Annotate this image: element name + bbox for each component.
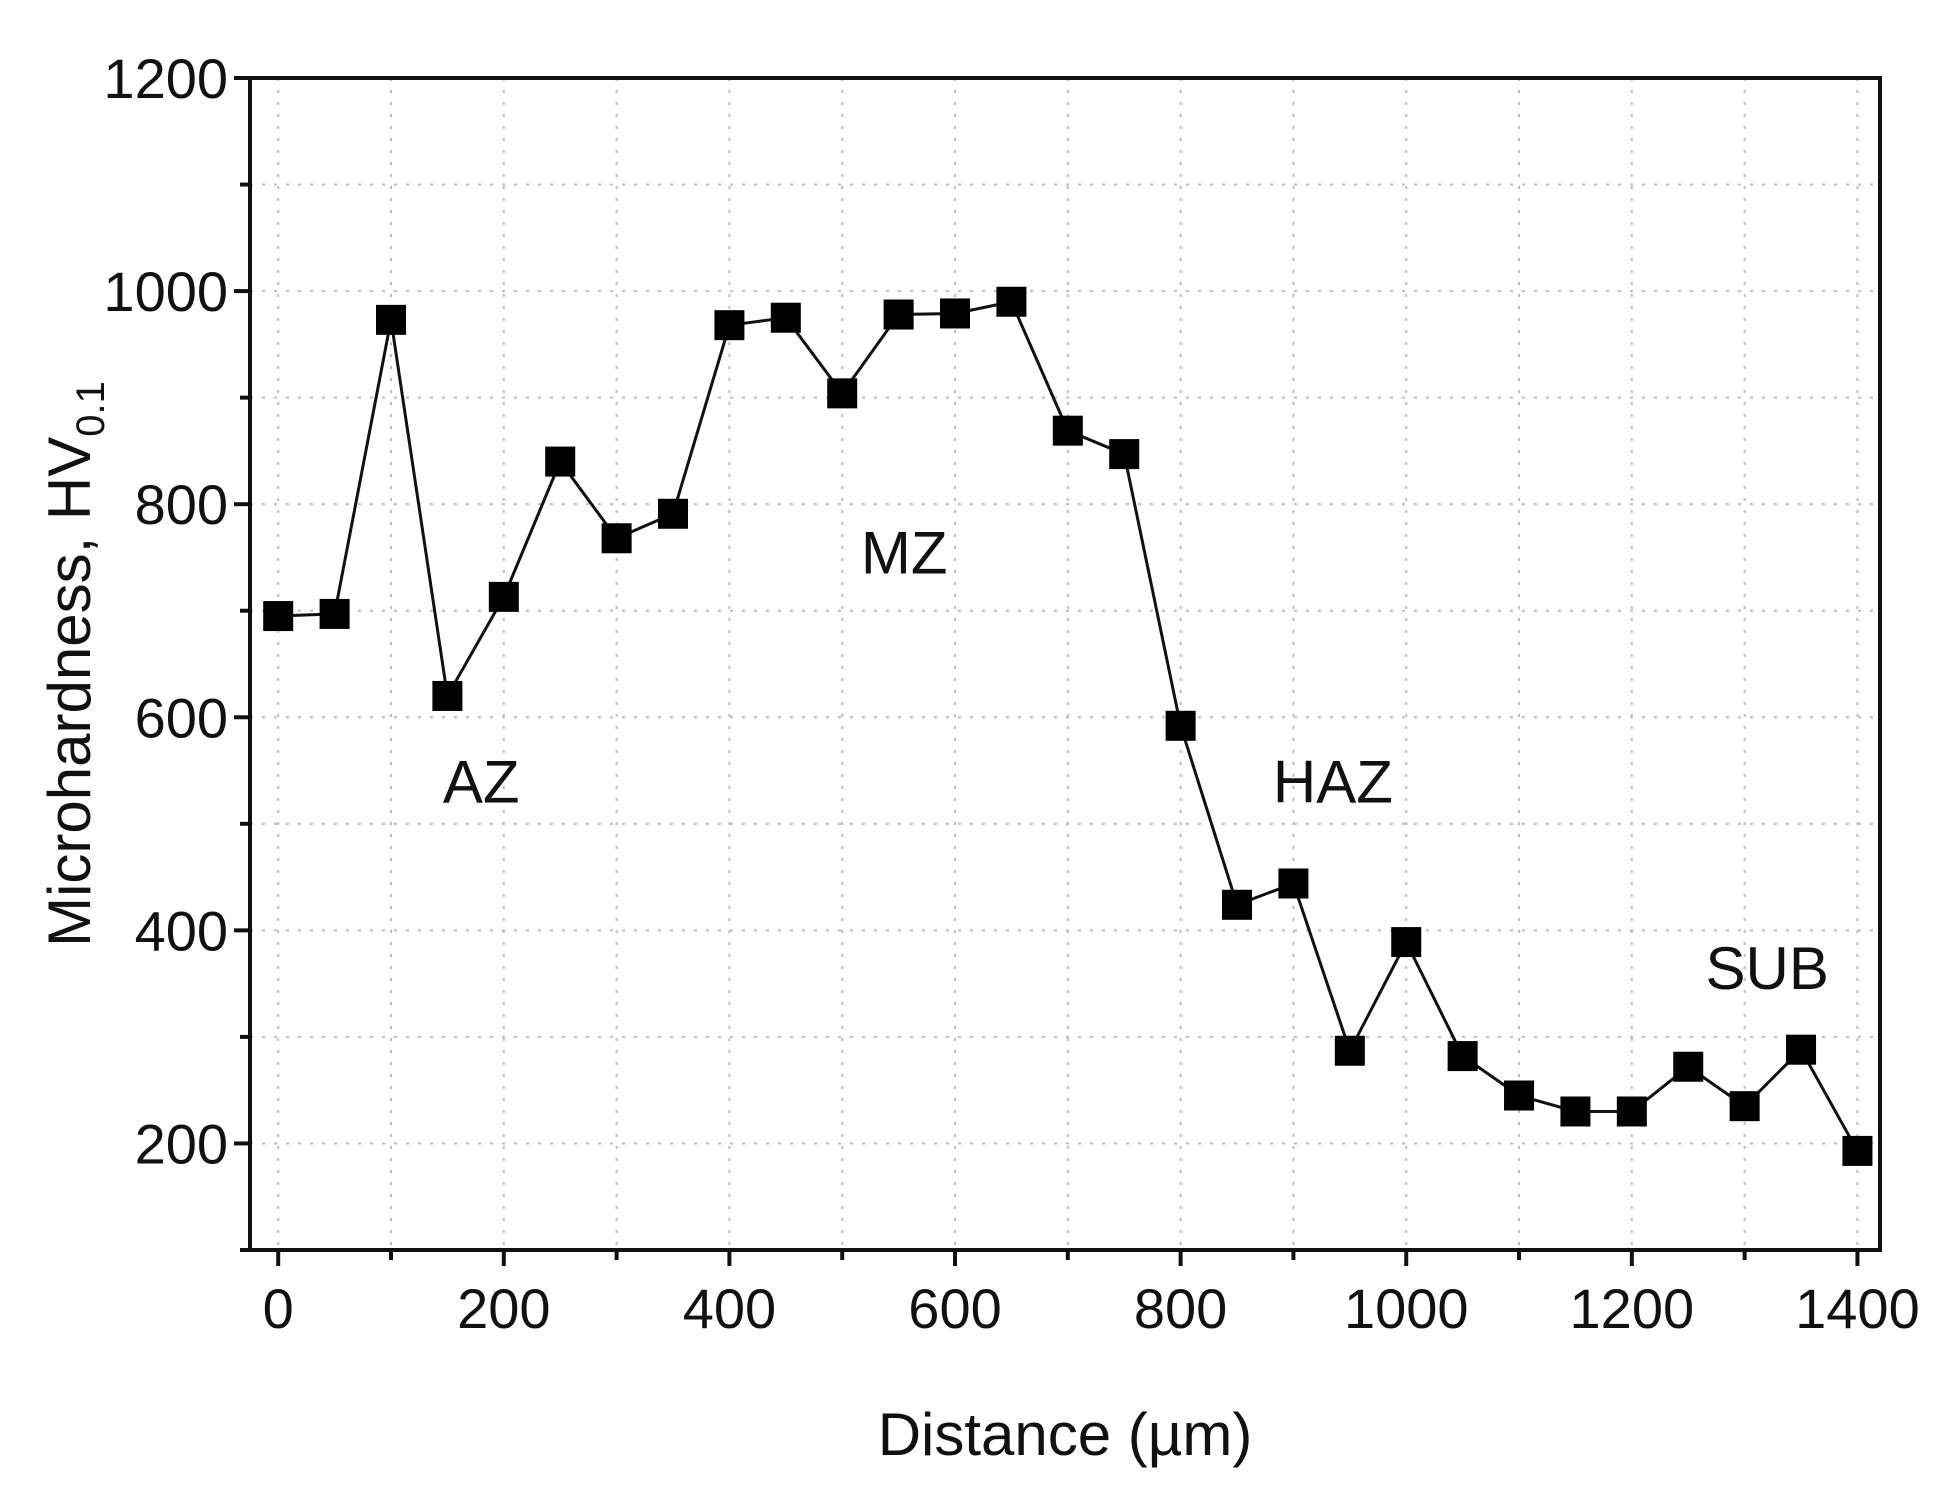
y-tick-label: 1200 [103,47,228,110]
data-point-marker [1842,1135,1873,1166]
data-point-marker [319,598,350,629]
data-point-marker [1673,1051,1704,1082]
data-series [263,286,1873,1166]
plot-frame [248,76,1882,1252]
data-point-marker [1334,1035,1365,1066]
data-point-marker [1165,710,1196,741]
y-tick-label: 1000 [103,260,228,323]
data-point-marker [1052,415,1083,446]
y-tick-label: 800 [135,473,228,536]
y-axis-title: Microhardness, HV0.1 [36,381,113,947]
data-point-marker [770,302,801,333]
x-tick-label: 1200 [1570,1277,1695,1340]
x-tick-label: 1000 [1344,1277,1469,1340]
data-point-marker [432,680,463,711]
x-tick-label: 400 [683,1277,776,1340]
zone-label: AZ [443,749,520,816]
data-point-marker [1391,927,1422,958]
data-point-marker [1504,1080,1535,1111]
data-point-marker [940,298,971,329]
y-axis-ticks: 200 400 600 800 1000 1200 [103,47,250,1252]
data-point-marker [1560,1096,1591,1127]
data-point-marker [827,378,858,409]
data-point-marker [1616,1096,1647,1127]
data-point-marker [1729,1091,1760,1122]
y-axis-title-main: Microhardness, HV [36,437,103,947]
data-point-marker [1786,1034,1817,1065]
y-tick-label: 400 [135,899,228,962]
zone-label: MZ [861,519,948,586]
data-point-marker [263,601,294,632]
data-point-marker [714,310,745,341]
data-point-marker [488,581,519,612]
data-point-marker [996,286,1027,317]
x-axis-title: Distance (µm) [878,1401,1253,1468]
axes [248,76,1882,1252]
data-point-marker [658,498,689,529]
data-point-marker [1447,1041,1478,1072]
x-axis-ticks: 0 200 400 600 800 1000 1200 1400 [263,1250,1920,1340]
y-tick-label: 200 [135,1112,228,1175]
data-point-marker [1278,868,1309,899]
data-point-marker [545,446,576,477]
data-point-marker [376,304,407,335]
x-tick-label: 0 [263,1277,294,1340]
y-tick-label: 600 [135,686,228,749]
x-tick-label: 600 [908,1277,1001,1340]
x-tick-label: 800 [1134,1277,1227,1340]
x-tick-label: 200 [457,1277,550,1340]
data-point-marker [601,523,632,554]
zone-annotations: AZ MZ HAZ SUB [443,519,1829,1002]
grid [250,78,1880,1250]
zone-label: HAZ [1273,749,1393,816]
data-point-marker [883,299,914,330]
y-axis-title-subscript: 0.1 [69,381,113,437]
data-point-marker [1109,439,1140,470]
x-tick-label: 1400 [1795,1277,1920,1340]
zone-label: SUB [1706,935,1829,1002]
data-point-marker [1222,889,1253,920]
